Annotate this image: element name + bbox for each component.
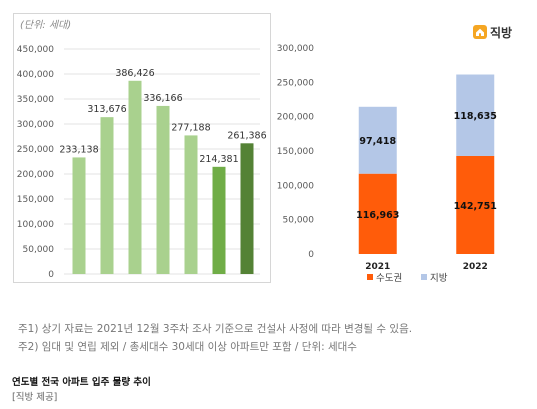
y-tick-label: 0 <box>48 270 54 280</box>
data-label-2022: 261,386 <box>227 130 266 141</box>
bar-2016 <box>72 157 86 274</box>
y-tick-label: 450,000 <box>17 45 54 55</box>
bar-2022-series-1 <box>456 74 495 156</box>
regional-stacked-bar-chart: 0 50,000 100,000 150,000 200,000 250,000 300,0… <box>277 44 497 284</box>
caption-source: [직방 제공] <box>12 392 58 403</box>
bar-2018 <box>128 80 142 274</box>
footnote-1: 주1) 상기 자료는 2021년 12월 3주차 조사 기준으로 건설사 사정에… <box>18 323 413 335</box>
bar-2022 <box>240 143 254 274</box>
y-tick-label: 200,000 <box>17 170 54 180</box>
data-label-2021-series-1: 97,418 <box>359 136 396 147</box>
brand-logo: 직방 <box>472 23 512 41</box>
bar-2017 <box>100 117 114 274</box>
y-tick-label: 200,000 <box>277 113 314 123</box>
y-tick-label: 50,000 <box>23 245 55 255</box>
x-tick-label: 2021 <box>365 262 390 272</box>
legend-label-1: 지방 <box>430 273 448 283</box>
y-tick-label: 0 <box>308 250 314 260</box>
data-label-2019: 336,166 <box>143 93 182 104</box>
data-label-2021: 214,381 <box>199 154 238 165</box>
y-tick-label: 350,000 <box>17 95 54 105</box>
bar-2020 <box>184 135 198 274</box>
y-tick-label: 300,000 <box>277 44 314 54</box>
y-tick-label: 300,000 <box>17 120 54 130</box>
footnotes: 주1) 상기 자료는 2021년 12월 3주차 조사 기준으로 건설사 사정에… <box>18 320 528 356</box>
y-tick-label: 100,000 <box>17 220 54 230</box>
legend-label-0: 수도권 <box>376 272 402 283</box>
legend-swatch-0 <box>367 274 373 280</box>
bar-2022-series-0 <box>456 155 495 254</box>
y-tick-label: 400,000 <box>17 70 54 80</box>
footnote-2: 주2) 임대 및 연립 제외 / 총세대수 30세대 이상 아파트만 포함 / … <box>18 341 357 353</box>
y-tick-label: 250,000 <box>277 78 314 88</box>
data-label-2016: 233,138 <box>59 144 98 155</box>
data-label-2022-series-1: 118,635 <box>454 111 497 122</box>
brand-name: 직방 <box>490 25 513 40</box>
data-label-2017: 313,676 <box>87 104 126 115</box>
data-label-2020: 277,188 <box>171 122 210 133</box>
y-tick-label: 150,000 <box>17 195 54 205</box>
data-label-2021-series-0: 116,963 <box>356 210 399 221</box>
caption-title: 연도별 전국 아파트 입주 물량 추이 <box>12 377 151 388</box>
house-logo-icon <box>473 25 487 39</box>
legend-swatch-1 <box>421 274 427 280</box>
y-tick-label: 150,000 <box>277 147 314 157</box>
bar-2021-series-1 <box>358 106 397 174</box>
data-label-2018: 386,426 <box>115 68 154 79</box>
right-chart-panel: 0 50,000 100,000 150,000 200,000 250,000 300,0… <box>277 13 527 284</box>
bar-2019 <box>156 105 170 275</box>
bar-2021-series-0 <box>358 173 397 254</box>
bar-2021 <box>212 166 226 274</box>
annual-supply-bar-chart: (단위: 세대) 233,138 313,676 386,426 336,166 277… <box>17 19 267 293</box>
unit-label: (단위: 세대) <box>20 19 71 31</box>
left-chart-panel: (단위: 세대) 233,138 313,676 386,426 336,166 277… <box>13 13 271 293</box>
x-tick-label: 2022 <box>463 262 488 272</box>
y-tick-label: 250,000 <box>17 145 54 155</box>
data-label-2022-series-0: 142,751 <box>454 201 497 212</box>
y-tick-label: 100,000 <box>277 181 314 191</box>
y-tick-label: 50,000 <box>283 216 315 226</box>
